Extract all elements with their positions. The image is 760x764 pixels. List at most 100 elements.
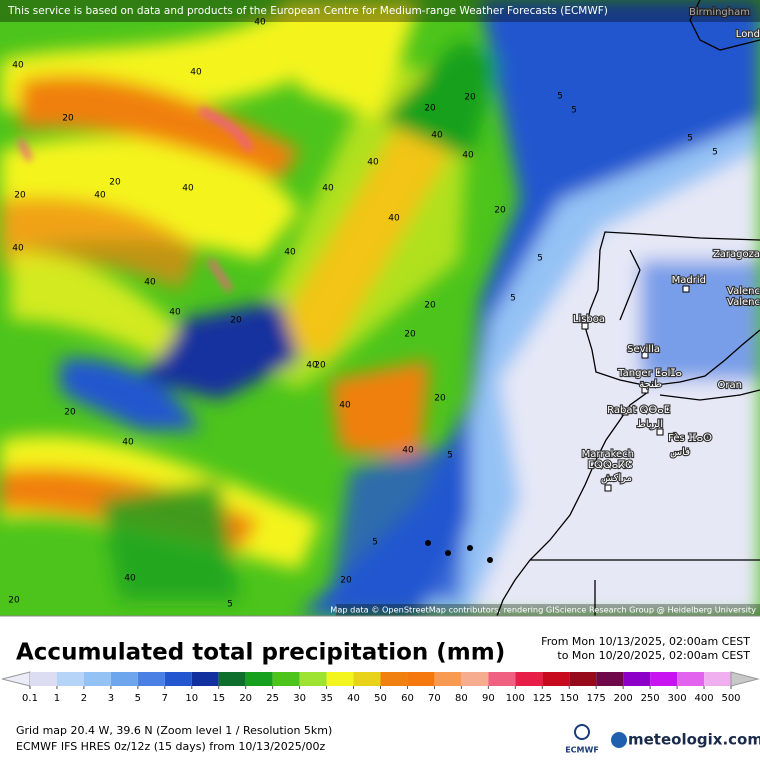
legend-tick-label: 0.1 — [22, 693, 38, 704]
contour-label: 40 — [12, 244, 24, 254]
legend-swatch — [488, 672, 516, 686]
contour-label: 5 — [687, 134, 693, 144]
attribution-bar — [336, 604, 760, 616]
place-label: Tanger ⵟⴰⵏⵊⴰ — [617, 368, 682, 379]
legend-swatch — [137, 672, 165, 686]
contour-label: 20 — [494, 206, 506, 216]
legend-tick-label: 20 — [239, 693, 252, 704]
contour-label: 20 — [340, 576, 352, 586]
legend-swatch — [245, 672, 273, 686]
legend-swatch — [164, 672, 192, 686]
legend-swatch — [353, 672, 381, 686]
contour-label: 40 — [124, 574, 136, 584]
legend-tick-label: 175 — [587, 693, 606, 704]
legend-swatch — [623, 672, 651, 686]
place-label: Birmingham — [689, 7, 750, 18]
legend-tick-label: 25 — [266, 693, 279, 704]
place-label: مراكش — [601, 473, 632, 484]
ecmwf-icon — [574, 724, 590, 740]
contour-label: 20 — [424, 301, 436, 311]
contour-label: 40 — [169, 308, 181, 318]
place-label: Valenc — [727, 297, 760, 308]
contour-label: 40 — [254, 18, 266, 28]
legend-tick-label: 200 — [614, 693, 633, 704]
contour-label: 40 — [388, 214, 400, 224]
city-marker — [621, 408, 629, 416]
legend-tick-label: 2 — [81, 693, 87, 704]
legend-high-arrow — [730, 671, 760, 687]
legend-tick-label: 1 — [54, 693, 60, 704]
legend-tick-label: 3 — [108, 693, 114, 704]
legend-swatch — [515, 672, 543, 686]
legend-tick-label: 15 — [212, 693, 225, 704]
ecmwf-logo: ECMWF — [565, 746, 599, 755]
place-label: فاس — [670, 447, 690, 458]
contour-label: 20 — [62, 114, 74, 124]
contour-label: 5 — [510, 294, 516, 304]
place-label: Oran — [718, 380, 742, 391]
legend-tick-label: 400 — [694, 693, 713, 704]
contour-label: 5 — [557, 92, 563, 102]
legend-swatch — [434, 672, 462, 686]
contour-label: 40 — [367, 158, 379, 168]
map: Birmingham Lond Zaragoza Madrid ValencValenc… — [0, 0, 760, 616]
notice: This service is based on data and produc… — [7, 5, 608, 17]
legend-tick-label: 35 — [320, 693, 333, 704]
period-to: to Mon 10/20/2025, 02:00am CEST — [557, 649, 750, 662]
city-marker — [641, 386, 649, 394]
contour-label: 40 — [306, 361, 318, 371]
contour-label: 20 — [314, 361, 326, 371]
contour-label: 20 — [434, 394, 446, 404]
legend-swatch — [677, 672, 705, 686]
contour-label: 20 — [64, 408, 76, 418]
contour-label: 20 — [230, 316, 242, 326]
grid-info: Grid map 20.4 W, 39.6 N (Zoom level 1 / … — [16, 724, 332, 737]
contour-label: 40 — [190, 68, 202, 78]
period-from: From Mon 10/13/2025, 02:00am CEST — [541, 635, 750, 648]
attribution: Map data © OpenStreetMap contributors, r… — [330, 605, 756, 615]
legend-swatch — [191, 672, 219, 686]
legend-tick-label: 70 — [428, 693, 441, 704]
legend-swatch — [569, 672, 597, 686]
legend-swatch — [596, 672, 624, 686]
legend-tick-label: 50 — [374, 693, 387, 704]
contour-label: 5 — [571, 106, 577, 116]
contour-label: 40 — [462, 151, 474, 161]
legend-tick-label: 7 — [162, 693, 168, 704]
place-label: الرباط — [637, 419, 663, 430]
legend-swatch — [56, 672, 84, 686]
contour-label: 20 — [464, 93, 476, 103]
contour-label: 40 — [339, 401, 351, 411]
contour-label: 20 — [404, 330, 416, 340]
contour-label: 40 — [431, 131, 443, 141]
legend-tick-label: 500 — [721, 693, 740, 704]
city-marker — [682, 285, 690, 293]
place-label: Rabat ⵕⴱⴰⵟ — [607, 405, 670, 416]
legend-swatch — [299, 672, 327, 686]
contour-label: 5 — [447, 451, 453, 461]
legend-swatch — [650, 672, 678, 686]
contour-label: 20 — [14, 191, 26, 201]
brand: meteologix.com — [628, 731, 760, 749]
legend-swatch — [30, 672, 57, 686]
contour-label: 40 — [144, 278, 156, 288]
place-label: Lond — [736, 29, 760, 40]
legend-swatch — [704, 672, 731, 686]
city-marker — [641, 351, 649, 359]
contour-label: 20 — [109, 178, 121, 188]
legend-tick-label: 150 — [560, 693, 579, 704]
legend-swatch — [218, 672, 246, 686]
model-info: ECMWF IFS HRES 0z/12z (15 days) from 10/… — [16, 740, 326, 753]
legend-tick-label: 10 — [185, 693, 198, 704]
legend-low-arrow — [1, 671, 31, 687]
place-label: Marrakech — [582, 449, 634, 460]
place-label: Sevilla — [627, 344, 660, 355]
contour-label: 40 — [122, 438, 134, 448]
contour-label: 40 — [12, 61, 24, 71]
notice-bar — [0, 0, 760, 22]
legend-swatch — [326, 672, 354, 686]
contour-label: 40 — [94, 191, 106, 201]
contour-label: 5 — [372, 538, 378, 548]
brand-icon — [611, 732, 627, 748]
